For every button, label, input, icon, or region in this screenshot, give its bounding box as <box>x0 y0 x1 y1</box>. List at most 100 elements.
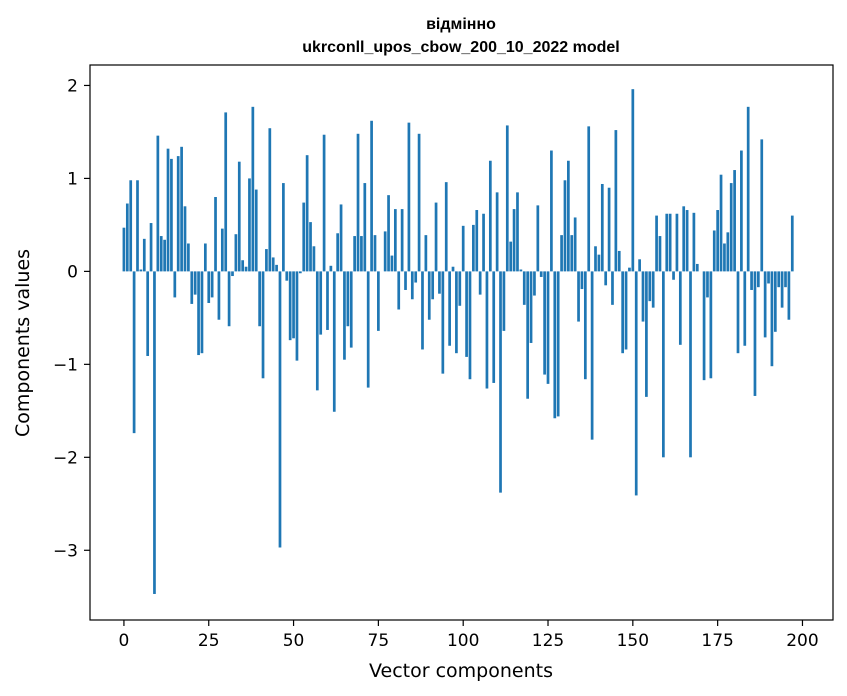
y-axis: −3 −2 −1 0 1 2 <box>53 76 90 561</box>
bar <box>465 271 468 357</box>
bar <box>550 150 553 272</box>
bar <box>780 271 784 308</box>
bar <box>224 112 228 272</box>
bar <box>427 271 431 320</box>
bar <box>271 257 275 272</box>
bar <box>227 271 231 327</box>
bar <box>560 235 563 272</box>
bar <box>587 126 591 272</box>
bar <box>461 225 465 272</box>
bar <box>302 202 306 272</box>
bar <box>729 183 733 272</box>
bar <box>132 271 136 434</box>
bar <box>672 271 675 280</box>
bar <box>617 250 621 272</box>
bar <box>278 271 282 548</box>
bar <box>122 227 126 272</box>
bar <box>621 271 625 354</box>
bar <box>421 271 424 350</box>
bar <box>241 260 245 272</box>
bar <box>478 271 482 295</box>
bar <box>336 233 340 272</box>
bar <box>163 239 166 272</box>
bar <box>645 271 648 397</box>
bar <box>611 271 614 305</box>
bar <box>563 180 567 272</box>
y-tick-label: 0 <box>67 262 78 282</box>
bar <box>190 271 194 304</box>
x-axis-label: Vector components <box>369 660 553 682</box>
bar <box>760 139 764 272</box>
bar <box>675 213 679 272</box>
bar <box>539 271 543 277</box>
bar <box>414 271 418 283</box>
bar <box>726 232 730 272</box>
bar <box>536 205 540 272</box>
bar <box>407 122 411 272</box>
bar <box>312 246 316 272</box>
bar <box>451 266 455 272</box>
bar <box>265 249 268 272</box>
bar <box>309 222 312 272</box>
bar <box>125 203 129 272</box>
bar <box>624 271 628 350</box>
bar <box>404 271 407 290</box>
bar <box>770 271 774 367</box>
bar <box>743 271 747 346</box>
bar <box>668 213 672 272</box>
bar <box>546 271 550 384</box>
bar <box>237 161 241 272</box>
x-tick-label: 200 <box>786 631 818 651</box>
bar <box>424 235 428 272</box>
plot-frame <box>89 64 834 621</box>
bar <box>516 192 519 272</box>
bar <box>468 271 472 380</box>
bar <box>438 271 441 294</box>
bar <box>448 271 451 346</box>
bar <box>410 271 414 300</box>
bar <box>217 271 221 320</box>
bar <box>326 271 329 330</box>
bar <box>231 271 234 277</box>
bar <box>706 271 709 298</box>
bar <box>665 213 669 272</box>
bar <box>499 271 502 493</box>
bar <box>556 271 560 417</box>
bar <box>397 271 401 310</box>
bar <box>492 271 496 383</box>
bar <box>146 271 150 356</box>
bar <box>234 234 238 272</box>
bar <box>495 192 499 272</box>
bar <box>787 271 791 320</box>
bar <box>180 146 183 272</box>
bar <box>512 209 516 272</box>
bar <box>482 213 485 272</box>
bar <box>750 271 753 290</box>
bar <box>193 271 197 295</box>
bar <box>543 271 546 375</box>
bar <box>214 197 217 272</box>
bar <box>356 133 360 272</box>
x-tick-label: 50 <box>283 631 305 651</box>
bar <box>315 271 319 391</box>
bar <box>709 271 713 379</box>
bar <box>631 89 635 272</box>
bar <box>441 271 445 374</box>
bar <box>393 209 397 272</box>
bar <box>166 148 170 272</box>
bar <box>590 271 594 440</box>
bar <box>129 180 133 272</box>
bar <box>567 160 570 272</box>
bar <box>282 183 285 272</box>
bar <box>248 178 251 272</box>
bar <box>692 212 696 272</box>
bar <box>261 271 265 379</box>
bar <box>298 271 302 274</box>
bar <box>733 170 736 272</box>
x-tick-label: 25 <box>198 631 220 651</box>
bar <box>790 215 794 272</box>
bar <box>156 135 160 272</box>
bar <box>641 271 645 322</box>
bar <box>346 271 350 327</box>
bar <box>360 236 363 272</box>
